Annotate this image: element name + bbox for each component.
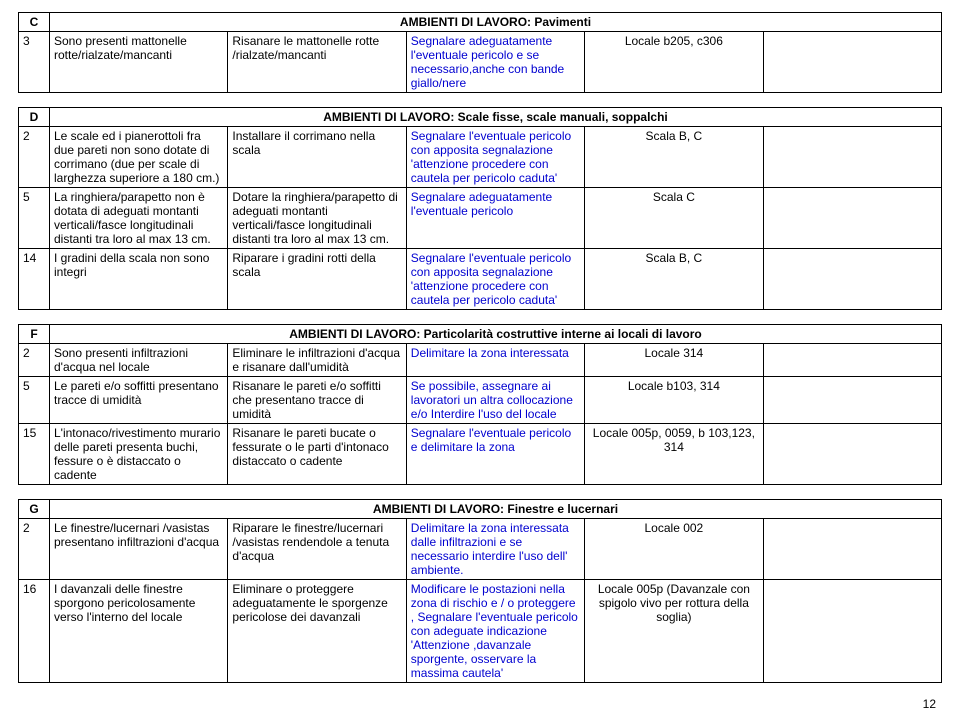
- spare-cell: [763, 424, 941, 485]
- question-cell: La ringhiera/parapetto non è dotata di a…: [50, 188, 228, 249]
- tables-container: CAMBIENTI DI LAVORO: Pavimenti3Sono pres…: [18, 12, 942, 683]
- mitigation-cell: Se possibile, assegnare ai lavoratori un…: [406, 377, 584, 424]
- location-cell: Locale 005p, 0059, b 103,123, 314: [585, 424, 763, 485]
- mitigation-cell: Segnalare adeguatamente l'eventuale peri…: [406, 32, 584, 93]
- mitigation-cell: Delimitare la zona interessata dalle inf…: [406, 519, 584, 580]
- row-number: 5: [19, 188, 50, 249]
- table-row: 3Sono presenti mattonelle rotte/rialzate…: [19, 32, 942, 93]
- section-id: D: [19, 108, 50, 127]
- mitigation-cell: Delimitare la zona interessata: [406, 344, 584, 377]
- table-row: 5Le pareti e/o soffitti presentano tracc…: [19, 377, 942, 424]
- action-cell: Installare il corrimano nella scala: [228, 127, 406, 188]
- question-cell: Le pareti e/o soffitti presentano tracce…: [50, 377, 228, 424]
- action-cell: Riparare le finestre/lucernari /vasistas…: [228, 519, 406, 580]
- section-id: G: [19, 500, 50, 519]
- section-id: C: [19, 13, 50, 32]
- row-number: 14: [19, 249, 50, 310]
- location-cell: Scala B, C: [585, 249, 763, 310]
- row-number: 5: [19, 377, 50, 424]
- section-table: GAMBIENTI DI LAVORO: Finestre e lucernar…: [18, 499, 942, 683]
- spare-cell: [763, 127, 941, 188]
- question-cell: Le scale ed i pianerottoli fra due paret…: [50, 127, 228, 188]
- row-number: 2: [19, 127, 50, 188]
- location-cell: Scala C: [585, 188, 763, 249]
- spare-cell: [763, 188, 941, 249]
- mitigation-cell: Segnalare l'eventuale pericolo con appos…: [406, 249, 584, 310]
- spare-cell: [763, 580, 941, 683]
- question-cell: Sono presenti mattonelle rotte/rialzate/…: [50, 32, 228, 93]
- section-title: AMBIENTI DI LAVORO: Finestre e lucernari: [50, 500, 942, 519]
- spare-cell: [763, 377, 941, 424]
- action-cell: Risanare le pareti e/o soffitti che pres…: [228, 377, 406, 424]
- action-cell: Eliminare le infiltrazioni d'acqua e ris…: [228, 344, 406, 377]
- mitigation-cell: Segnalare adeguatamente l'eventuale peri…: [406, 188, 584, 249]
- section-id: F: [19, 325, 50, 344]
- spare-cell: [763, 344, 941, 377]
- section-table: CAMBIENTI DI LAVORO: Pavimenti3Sono pres…: [18, 12, 942, 93]
- question-cell: I davanzali delle finestre sporgono peri…: [50, 580, 228, 683]
- table-row: 5La ringhiera/parapetto non è dotata di …: [19, 188, 942, 249]
- location-cell: Locale 002: [585, 519, 763, 580]
- table-row: 2Le scale ed i pianerottoli fra due pare…: [19, 127, 942, 188]
- table-row: 2Sono presenti infiltrazioni d'acqua nel…: [19, 344, 942, 377]
- location-cell: Locale b103, 314: [585, 377, 763, 424]
- mitigation-cell: Segnalare l'eventuale pericolo e delimit…: [406, 424, 584, 485]
- row-number: 3: [19, 32, 50, 93]
- location-cell: Scala B, C: [585, 127, 763, 188]
- action-cell: Eliminare o proteggere adeguatamente le …: [228, 580, 406, 683]
- action-cell: Risanare le pareti bucate o fessurate o …: [228, 424, 406, 485]
- row-number: 16: [19, 580, 50, 683]
- question-cell: I gradini della scala non sono integri: [50, 249, 228, 310]
- section-table: DAMBIENTI DI LAVORO: Scale fisse, scale …: [18, 107, 942, 310]
- location-cell: Locale b205, c306: [585, 32, 763, 93]
- action-cell: Risanare le mattonelle rotte /rialzate/m…: [228, 32, 406, 93]
- row-number: 2: [19, 519, 50, 580]
- page-number: 12: [18, 697, 942, 711]
- mitigation-cell: Segnalare l'eventuale pericolo con appos…: [406, 127, 584, 188]
- question-cell: Sono presenti infiltrazioni d'acqua nel …: [50, 344, 228, 377]
- table-row: 14I gradini della scala non sono integri…: [19, 249, 942, 310]
- row-number: 2: [19, 344, 50, 377]
- mitigation-cell: Modificare le postazioni nella zona di r…: [406, 580, 584, 683]
- spare-cell: [763, 519, 941, 580]
- action-cell: Riparare i gradini rotti della scala: [228, 249, 406, 310]
- spare-cell: [763, 32, 941, 93]
- spare-cell: [763, 249, 941, 310]
- section-title: AMBIENTI DI LAVORO: Pavimenti: [50, 13, 942, 32]
- location-cell: Locale 005p (Davanzale con spigolo vivo …: [585, 580, 763, 683]
- table-row: 16I davanzali delle finestre sporgono pe…: [19, 580, 942, 683]
- section-title: AMBIENTI DI LAVORO: Scale fisse, scale m…: [50, 108, 942, 127]
- table-row: 2Le finestre/lucernari /vasistas present…: [19, 519, 942, 580]
- question-cell: Le finestre/lucernari /vasistas presenta…: [50, 519, 228, 580]
- question-cell: L'intonaco/rivestimento murario delle pa…: [50, 424, 228, 485]
- table-row: 15L'intonaco/rivestimento murario delle …: [19, 424, 942, 485]
- row-number: 15: [19, 424, 50, 485]
- location-cell: Locale 314: [585, 344, 763, 377]
- section-table: FAMBIENTI DI LAVORO: Particolarità costr…: [18, 324, 942, 485]
- section-title: AMBIENTI DI LAVORO: Particolarità costru…: [50, 325, 942, 344]
- action-cell: Dotare la ringhiera/parapetto di adeguat…: [228, 188, 406, 249]
